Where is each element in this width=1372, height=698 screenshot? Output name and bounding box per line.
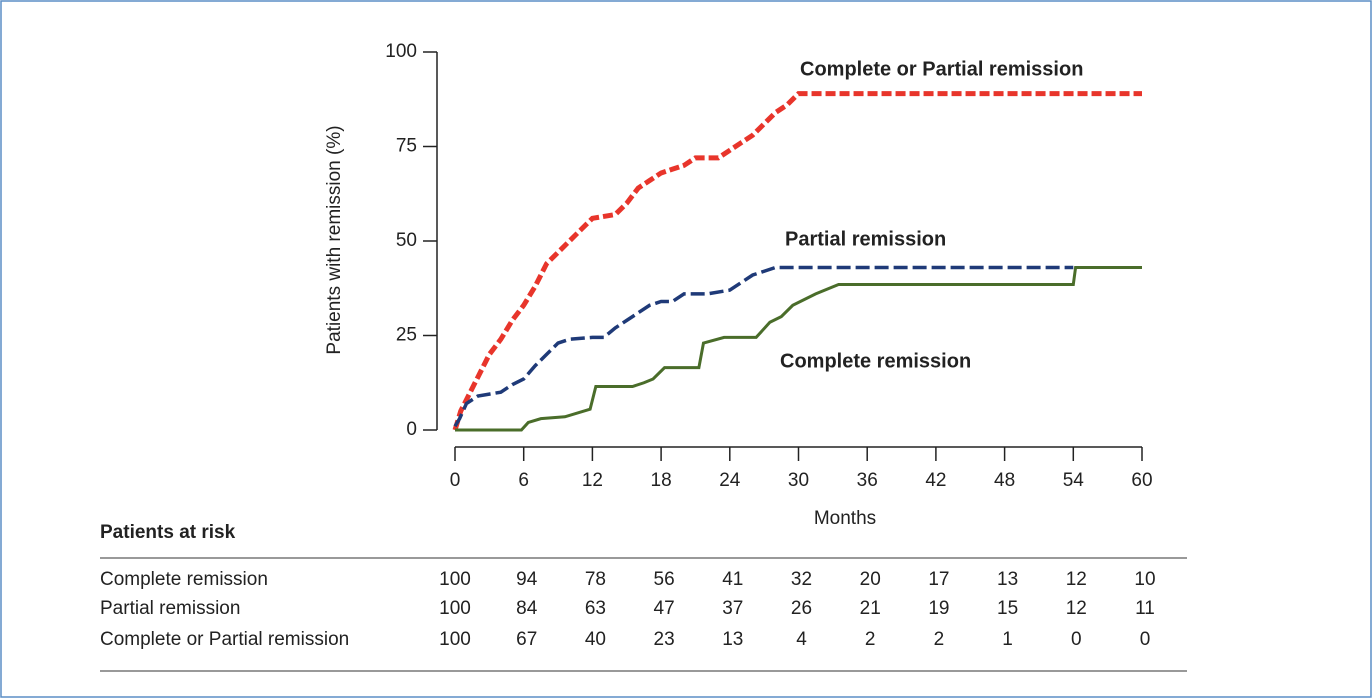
series-label: Complete remission <box>780 350 971 372</box>
risk-row-label: Partial remission <box>100 598 240 619</box>
risk-cell: 19 <box>928 598 949 619</box>
risk-cell: 2 <box>865 629 876 650</box>
risk-cell: 10 <box>1134 569 1155 590</box>
risk-table-title: Patients at risk <box>100 522 236 543</box>
risk-cell: 23 <box>654 629 675 650</box>
risk-cell: 11 <box>1135 598 1155 619</box>
series-label: Partial remission <box>785 228 946 250</box>
risk-cell: 12 <box>1066 598 1087 619</box>
risk-cell: 40 <box>585 629 606 650</box>
y-axis-label: Patients with remission (%) <box>324 125 345 354</box>
risk-cell: 37 <box>722 598 743 619</box>
risk-cell: 20 <box>860 569 881 590</box>
y-tick-label: 100 <box>385 41 417 62</box>
x-tick-label: 30 <box>788 470 809 491</box>
risk-cell: 47 <box>654 598 675 619</box>
risk-cell: 56 <box>654 569 675 590</box>
y-tick-label: 0 <box>406 419 417 440</box>
risk-cell: 0 <box>1071 629 1082 650</box>
risk-cell: 17 <box>928 569 949 590</box>
x-tick-label: 60 <box>1131 470 1152 491</box>
risk-cell: 1 <box>1002 629 1013 650</box>
risk-cell: 26 <box>791 598 812 619</box>
x-tick-label: 18 <box>651 470 672 491</box>
y-tick-label: 25 <box>396 325 417 346</box>
x-tick-label: 42 <box>925 470 946 491</box>
series-line <box>452 91 1142 431</box>
risk-cell: 13 <box>997 569 1018 590</box>
x-tick-label: 0 <box>450 470 461 491</box>
risk-cell: 63 <box>585 598 606 619</box>
risk-row-label: Complete remission <box>100 569 268 590</box>
x-tick-label: 12 <box>582 470 603 491</box>
risk-cell: 4 <box>796 629 807 650</box>
series-line <box>453 265 1074 428</box>
y-tick-label: 50 <box>396 230 417 251</box>
y-tick-label: 75 <box>396 136 417 157</box>
risk-cell: 78 <box>585 569 606 590</box>
x-tick-label: 36 <box>857 470 878 491</box>
x-tick-label: 6 <box>518 470 529 491</box>
risk-cell: 2 <box>934 629 945 650</box>
risk-cell: 84 <box>516 598 538 619</box>
x-tick-label: 48 <box>994 470 1015 491</box>
x-tick-label: 54 <box>1063 470 1085 491</box>
x-tick-label: 24 <box>719 470 741 491</box>
risk-cell: 100 <box>439 598 471 619</box>
series-line <box>455 265 1142 432</box>
risk-cell: 0 <box>1140 629 1151 650</box>
risk-row-label: Complete or Partial remission <box>100 629 349 650</box>
risk-cell: 41 <box>722 569 743 590</box>
risk-cell: 100 <box>439 569 471 590</box>
series-label: Complete or Partial remission <box>800 58 1083 80</box>
risk-cell: 100 <box>439 629 471 650</box>
risk-cell: 94 <box>516 569 538 590</box>
x-axis-label: Months <box>814 508 876 529</box>
risk-cell: 15 <box>997 598 1018 619</box>
risk-cell: 67 <box>516 629 537 650</box>
risk-cell: 12 <box>1066 569 1087 590</box>
risk-cell: 21 <box>860 598 881 619</box>
risk-cell: 13 <box>722 629 743 650</box>
risk-cell: 32 <box>791 569 812 590</box>
